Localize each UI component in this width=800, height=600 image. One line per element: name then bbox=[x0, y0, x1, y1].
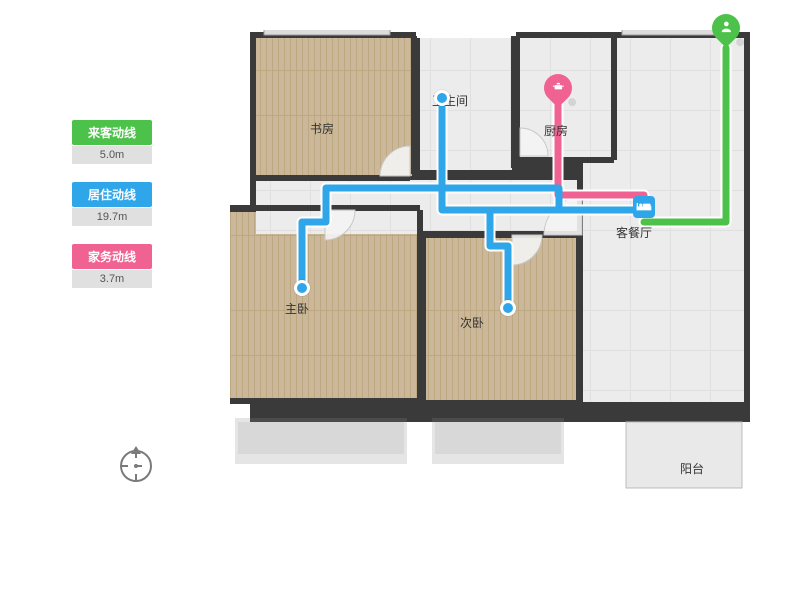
endpoint-bathroom bbox=[434, 90, 450, 106]
endpoint-second bbox=[500, 300, 516, 316]
floor-plan-svg bbox=[230, 30, 750, 530]
legend-chore-title: 家务动线 bbox=[72, 244, 152, 269]
legend-chore-value: 3.7m bbox=[72, 270, 152, 288]
bed-icon bbox=[633, 196, 655, 218]
legend-panel: 来客动线 5.0m 居住动线 19.7m 家务动线 3.7m bbox=[72, 120, 152, 306]
endpoint-master bbox=[294, 280, 310, 296]
legend-guest-value: 5.0m bbox=[72, 146, 152, 164]
legend-live-value: 19.7m bbox=[72, 208, 152, 226]
floor-plan: 书房 卫生间 厨房 主卧 次卧 客餐厅 阳台 bbox=[230, 30, 750, 530]
legend-live-title: 居住动线 bbox=[72, 182, 152, 207]
legend-guest-title: 来客动线 bbox=[72, 120, 152, 145]
compass-icon bbox=[120, 450, 152, 482]
